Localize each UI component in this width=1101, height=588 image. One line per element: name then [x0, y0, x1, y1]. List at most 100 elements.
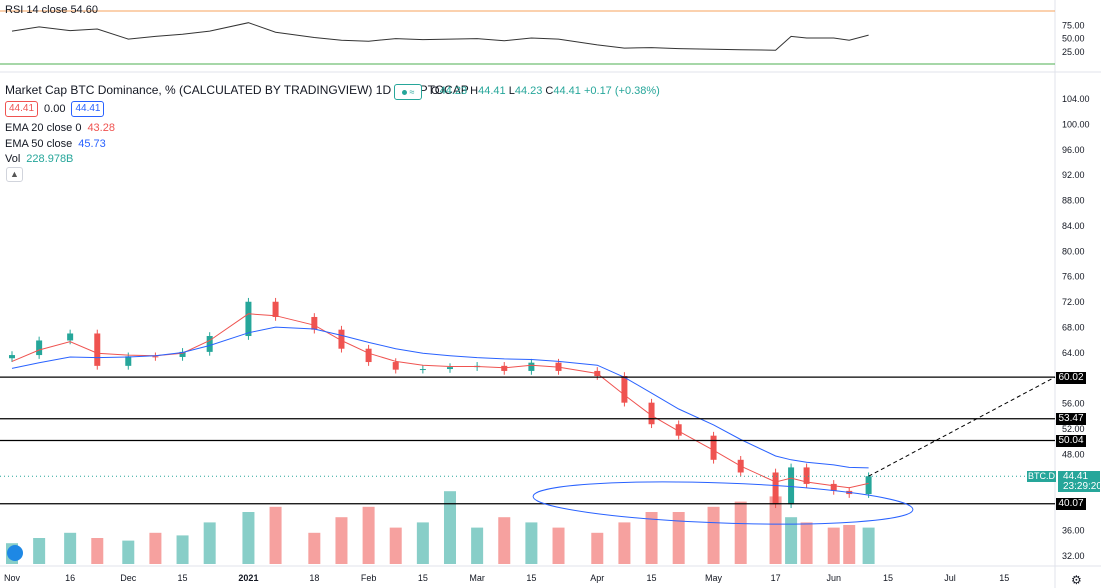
candle-body	[648, 402, 655, 425]
high-value: 44.41	[478, 85, 506, 97]
candle-body	[446, 367, 453, 370]
candle-body	[311, 316, 318, 330]
candle-body	[179, 351, 186, 357]
ohlc-values: O44.23 H44.41 L44.23 C44.41 +0.17 (+0.38…	[431, 85, 660, 97]
level-tag-40: 40.07	[1056, 498, 1086, 510]
price-tick-label: 84.00	[1062, 221, 1085, 231]
time-tick-label: Jul	[944, 573, 956, 583]
interval-label: 1D	[375, 83, 392, 97]
volume-bar	[269, 506, 282, 564]
candle-body	[392, 362, 399, 370]
candle-body	[830, 483, 837, 491]
volume-bar	[618, 522, 631, 564]
ema50-legend[interactable]: EMA 50 close 45.73	[5, 138, 106, 150]
volume-bar	[769, 496, 782, 564]
price-tick-label: 72.00	[1062, 297, 1085, 307]
volume-bar	[389, 527, 402, 564]
volume-bar	[672, 512, 685, 564]
approx-icon[interactable]: ≈	[394, 84, 422, 100]
candle-body	[206, 336, 213, 352]
volume-bar	[591, 532, 604, 564]
vol-value: 228.978B	[26, 153, 74, 165]
countdown: 23:29:20	[1063, 481, 1101, 492]
volume-bar	[800, 522, 813, 564]
price-tick-label: 96.00	[1062, 145, 1085, 155]
candle-body	[338, 329, 345, 349]
time-tick-label: Nov	[4, 573, 21, 583]
level-tag-60: 60.02	[1056, 372, 1086, 384]
bid-box[interactable]: 44.41	[5, 101, 39, 117]
candle-body	[675, 424, 682, 436]
rsi-legend[interactable]: RSI 14 close 54.60	[5, 4, 98, 16]
volume-bar	[335, 517, 348, 564]
gear-icon[interactable]: ⚙	[1071, 573, 1082, 587]
candle-body	[528, 362, 535, 371]
volume-bar	[471, 527, 484, 564]
candle-body	[67, 333, 74, 341]
volume-bar	[308, 532, 321, 564]
vol-legend[interactable]: Vol 228.978B	[5, 153, 73, 165]
candle-body	[621, 376, 628, 403]
level-tag-53: 53.47	[1056, 413, 1086, 425]
price-tick-label: 92.00	[1062, 170, 1085, 180]
volume-bar	[645, 512, 658, 564]
rsi-line	[11, 22, 869, 51]
chevron-up-icon[interactable]: ▲	[6, 167, 23, 182]
status-dot-icon	[401, 89, 407, 95]
volume-bar	[64, 532, 77, 564]
volume-bar	[498, 517, 511, 564]
volume-bar	[242, 512, 255, 564]
candle-body	[272, 301, 279, 317]
low-value: 44.23	[514, 85, 543, 97]
current-price: 44.41	[1063, 471, 1089, 482]
time-tick-label: Apr	[590, 573, 604, 583]
price-tick-label: 36.00	[1062, 526, 1085, 536]
ellipse-annotation	[532, 481, 914, 525]
vol-label: Vol	[5, 153, 21, 165]
candle-body	[803, 467, 810, 484]
volume-bar	[176, 535, 189, 564]
price-tick-label: 80.00	[1062, 246, 1085, 256]
candle-body	[125, 356, 132, 366]
rsi-label: RSI 14 close	[5, 4, 68, 16]
ask-box[interactable]: 44.41	[71, 101, 105, 117]
time-tick-label: Jun	[826, 573, 841, 583]
rsi-tick-label: 25.00	[1062, 47, 1085, 57]
time-tick-label: 15	[647, 573, 657, 583]
level-tag-50: 50.04	[1056, 435, 1086, 447]
volume-bar	[122, 540, 135, 564]
candle-body	[865, 476, 872, 495]
symbol-tag: BTC.D	[1027, 471, 1056, 482]
volume-bar	[785, 517, 798, 564]
time-tick-label: 15	[526, 573, 536, 583]
volume-bar	[734, 501, 747, 564]
candle-body	[788, 467, 795, 505]
candle-body	[710, 435, 717, 460]
symbol-title: Market Cap BTC Dominance, % (CALCULATED …	[5, 83, 373, 97]
volume-bar	[552, 527, 565, 564]
candle-body	[365, 348, 372, 363]
volume-bar	[443, 491, 456, 564]
candle-body	[152, 356, 159, 358]
rsi-tick-label: 50.00	[1062, 34, 1085, 44]
close-value: 44.41	[553, 85, 581, 97]
volume-bar	[827, 527, 840, 564]
volume-bar	[862, 527, 875, 564]
rsi-value: 54.60	[70, 4, 98, 16]
price-tick-label: 100.00	[1062, 119, 1090, 129]
volume-bar	[203, 522, 216, 564]
volume-bar	[33, 538, 46, 564]
price-tick-label: 48.00	[1062, 449, 1085, 459]
price-tick-label: 104.00	[1062, 94, 1090, 104]
time-tick-label: 15	[418, 573, 428, 583]
volume-bar	[525, 522, 538, 564]
time-tick-label: Feb	[361, 573, 377, 583]
candle-body	[9, 355, 15, 359]
volume-bar	[416, 522, 429, 564]
current-price-tag: 44.41 23:29:20	[1058, 471, 1101, 492]
time-tick-label: 17	[771, 573, 781, 583]
ema20-legend[interactable]: EMA 20 close 0 43.28	[5, 122, 115, 134]
price-tick-label: 56.00	[1062, 399, 1085, 409]
ema50-label: EMA 50 close	[5, 138, 73, 150]
volume-bar	[91, 538, 104, 564]
